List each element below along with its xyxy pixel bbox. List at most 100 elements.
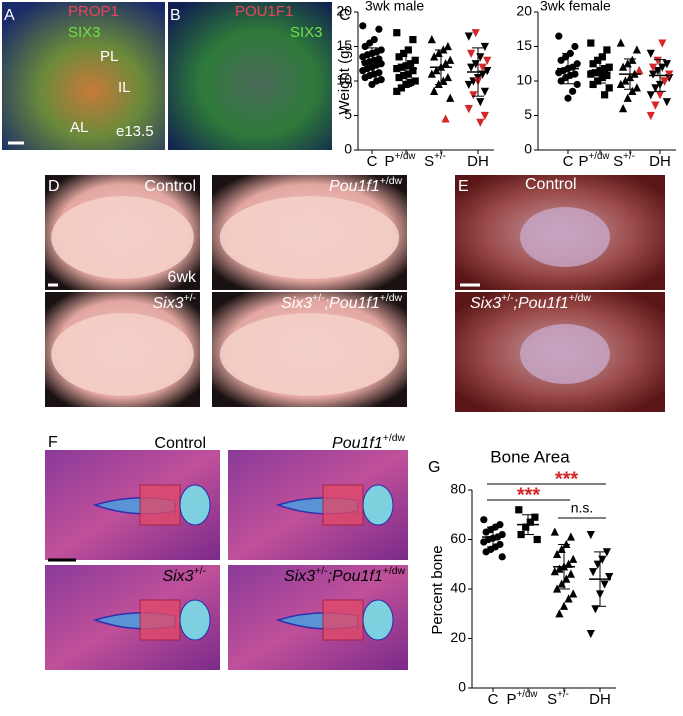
data-point (564, 94, 572, 102)
data-point (400, 49, 408, 57)
data-point (594, 77, 602, 85)
data-point (480, 516, 488, 524)
image-label: SIX3 (290, 24, 323, 41)
chart-title: 3wk female (540, 0, 611, 14)
data-point (395, 53, 403, 61)
text-part: Six3 (152, 295, 183, 312)
data-point (467, 63, 476, 72)
x-tick-label: C (367, 153, 378, 170)
data-point (603, 71, 611, 80)
y-axis-label: Percent bone (429, 545, 446, 634)
y-tick-label: 40 (450, 580, 466, 596)
data-point (591, 605, 600, 614)
data-point (586, 530, 595, 540)
x-tick-label: P+/dw (507, 689, 539, 708)
data-point (564, 594, 573, 603)
y-tick-label: 60 (450, 530, 466, 546)
pituitary-tissue (219, 196, 400, 279)
text-part: e13.5 (116, 123, 154, 140)
panel-letter: G (428, 459, 440, 476)
data-point (658, 39, 667, 48)
significance-label: *** (555, 468, 579, 490)
data-point (400, 71, 408, 80)
image-label: Control (144, 178, 196, 195)
data-point (569, 589, 578, 598)
y-tick-label: 5 (524, 106, 532, 122)
data-point (467, 49, 476, 58)
image-label: IL (118, 79, 131, 96)
data-point (446, 93, 455, 102)
data-point (573, 80, 581, 89)
data-point (522, 523, 530, 531)
data-point (619, 104, 628, 113)
text-part: S (424, 153, 434, 170)
data-point (564, 559, 573, 568)
basioccipital (179, 484, 211, 526)
text-part: IL (118, 79, 131, 96)
data-point (566, 569, 575, 578)
data-point (598, 73, 606, 82)
data-point (393, 29, 401, 37)
panel-letter: A (4, 7, 15, 24)
data-point (443, 72, 452, 82)
text-part: P (507, 691, 517, 708)
text-part: C (367, 153, 378, 170)
chart-title: Bone Area (490, 447, 570, 466)
data-point (432, 66, 441, 75)
text-part: S (547, 691, 557, 708)
text-part: P (579, 153, 589, 170)
data-point (623, 93, 632, 102)
y-tick-label: 10 (516, 72, 532, 88)
data-point (443, 41, 452, 51)
data-point (566, 532, 575, 541)
text-part: P (385, 153, 395, 170)
data-point (587, 39, 595, 47)
image-label: Six3+/-;Pou1f1+/dw (281, 293, 402, 312)
image-label: POU1F1 (235, 3, 293, 20)
x-tick-label: S+/- (547, 689, 569, 708)
image-label: Control (154, 435, 206, 452)
data-point (589, 80, 597, 89)
superscript: +/- (184, 293, 196, 304)
data-point (628, 86, 637, 95)
data-point (646, 49, 655, 58)
data-point (662, 60, 671, 69)
data-point (557, 77, 565, 85)
data-point (430, 52, 439, 61)
data-point (404, 70, 412, 78)
image-label: Control (525, 176, 577, 193)
x-tick-label: C (488, 691, 499, 708)
data-point (555, 564, 564, 573)
text-part: 6wk (168, 269, 197, 286)
x-tick-label: DH (467, 153, 489, 170)
x-tick-label: C (563, 153, 574, 170)
data-point (464, 105, 473, 114)
y-tick-label: 0 (458, 679, 466, 695)
data-point (375, 25, 383, 33)
superscript: +/- (434, 151, 446, 162)
data-point (533, 535, 541, 544)
y-tick-label: 20 (450, 629, 466, 645)
data-point (409, 67, 417, 75)
text-part: C (488, 691, 499, 708)
data-point (359, 53, 367, 61)
data-point (483, 56, 492, 65)
data-point (478, 63, 487, 72)
superscript: +/dw (395, 151, 417, 162)
text-part: AL (70, 119, 88, 136)
data-point (555, 609, 564, 618)
x-tick-label: P+/dw (579, 151, 611, 170)
panel-letter: D (48, 178, 60, 195)
text-part: SIX3 (290, 24, 323, 41)
image-label: SIX3 (68, 24, 101, 41)
superscript: +/- (557, 689, 569, 700)
data-point (531, 513, 539, 521)
data-point (480, 538, 488, 546)
data-point (441, 114, 450, 123)
data-point (480, 87, 489, 96)
data-point (569, 554, 578, 563)
superscript: +/- (623, 151, 635, 162)
superscript: +/dw (589, 151, 611, 162)
data-point (553, 584, 562, 593)
